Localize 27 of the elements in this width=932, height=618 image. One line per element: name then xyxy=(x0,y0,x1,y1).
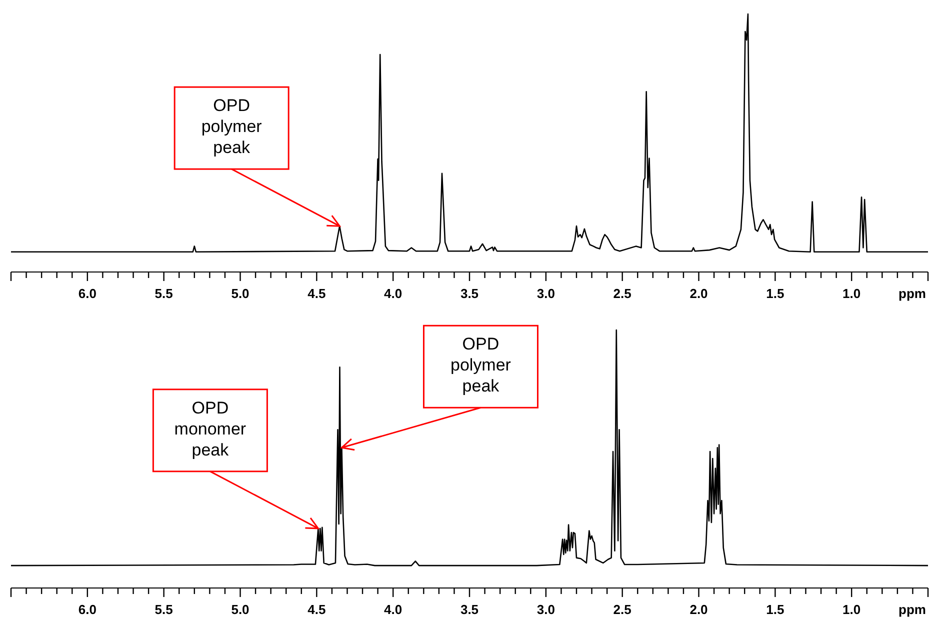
x-tick-label: 4.0 xyxy=(384,602,402,617)
x-tick-label: 4.5 xyxy=(308,286,326,301)
x-tick-label: 1.5 xyxy=(766,286,784,301)
x-tick-label: 2.5 xyxy=(613,286,632,301)
x-tick-label: 3.5 xyxy=(460,286,479,301)
annotation: OPD polymer peak xyxy=(201,96,262,158)
x-tick-label: 5.5 xyxy=(154,602,173,617)
x-tick-label: 2.0 xyxy=(690,602,708,617)
x-axis-title: ppm xyxy=(898,602,926,617)
x-tick-label: 3.0 xyxy=(536,286,555,301)
x-tick-label: 2.5 xyxy=(613,602,632,617)
annotation: OPD monomer peak xyxy=(174,398,246,460)
x-tick-label: 2.0 xyxy=(690,286,708,301)
x-tick-label: 5.0 xyxy=(231,286,250,301)
x-tick-label: 5.0 xyxy=(231,602,250,617)
x-tick-label: 3.0 xyxy=(536,602,555,617)
x-tick-label: 4.0 xyxy=(384,286,402,301)
x-tick-label: 1.5 xyxy=(766,602,784,617)
x-tick-label: 1.0 xyxy=(842,286,861,301)
annotation: OPD polymer peak xyxy=(450,334,512,396)
x-axis-title: ppm xyxy=(898,286,926,301)
x-tick-label: 4.5 xyxy=(308,602,326,617)
x-tick-label: 1.0 xyxy=(842,602,861,617)
x-tick-label: 6.0 xyxy=(78,602,96,617)
x-tick-label: 3.5 xyxy=(460,602,479,617)
x-tick-label: 6.0 xyxy=(78,286,96,301)
x-tick-label: 5.5 xyxy=(154,286,173,301)
